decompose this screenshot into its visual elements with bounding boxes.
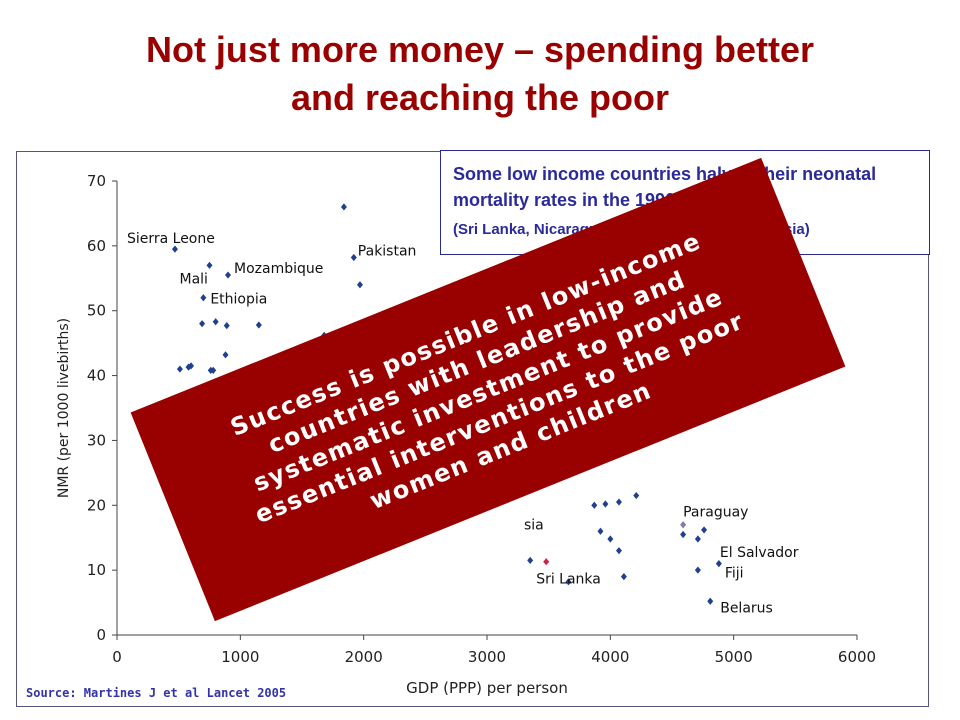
title-line-1: Not just more money – spending better [145,29,815,70]
point-label: Ethiopia [210,292,267,308]
data-point [222,351,229,359]
callout-main-text: Some low income countries halved their n… [453,164,877,210]
point-label: Mozambique [234,261,323,277]
point-label: El Salvador [720,545,799,561]
y-tick-label: 70 [87,172,106,190]
data-point [602,500,609,508]
data-point [694,566,701,574]
point-label: Mali [180,271,208,287]
data-point [176,365,183,373]
data-point [620,573,627,581]
x-tick-label: 3000 [468,648,506,666]
y-tick-label: 20 [87,496,106,514]
data-point [543,558,550,566]
point-label: Fiji [725,566,744,582]
point-label: Sierra Leone [127,231,215,247]
data-point [597,527,604,535]
data-point [680,521,687,529]
data-point [527,556,534,565]
y-tick-label: 10 [87,561,106,579]
point-label: Pakistan [358,244,417,260]
data-point [340,203,347,211]
data-point [701,526,708,534]
data-point [199,320,206,328]
data-point [715,560,722,568]
x-tick-label: 0 [112,648,122,666]
data-point [188,362,194,370]
data-point [633,491,640,500]
data-point [565,578,572,586]
data-point [185,363,192,371]
data-point [350,253,357,262]
slide-title: Not just more money – spending better an… [0,26,960,122]
point-label: sia [524,517,544,533]
data-point [694,535,701,543]
x-tick-label: 2000 [345,648,383,666]
data-point [212,318,219,326]
y-tick-label: 0 [96,626,106,644]
x-tick-label: 4000 [591,648,629,666]
data-point [607,535,614,543]
data-point [356,281,363,289]
x-tick-label: 5000 [715,648,753,666]
title-line-2: and reaching the poor [290,77,670,118]
x-axis-label: GDP (PPP) per person [406,679,568,697]
data-point [225,271,231,279]
data-point [171,245,178,253]
x-tick-label: 6000 [838,648,876,666]
data-point [223,322,230,330]
point-label: Sri Lanka [536,572,601,588]
y-tick-label: 40 [87,367,106,385]
data-point [591,501,598,509]
y-tick-label: 30 [87,431,106,449]
data-point [707,597,714,605]
point-label: Paraguay [683,505,748,521]
data-point [255,321,262,329]
chart-axes: 0 1000 2000 3000 4000 5000 6000 0 10 20 30 40 50 60 70… [56,172,876,697]
y-tick-label: 50 [87,302,106,320]
data-point [206,261,213,269]
x-tick-label: 1000 [221,648,259,666]
data-point [680,530,687,539]
point-label: Belarus [720,600,773,616]
data-point [615,547,622,555]
data-point [615,498,622,506]
source-note: Source: Martines J et al Lancet 2005 [26,686,287,700]
y-tick-label: 60 [87,237,106,255]
data-point [210,366,217,374]
data-point [200,294,207,302]
y-axis-label: NMR (per 1000 livebirths) [56,318,72,498]
